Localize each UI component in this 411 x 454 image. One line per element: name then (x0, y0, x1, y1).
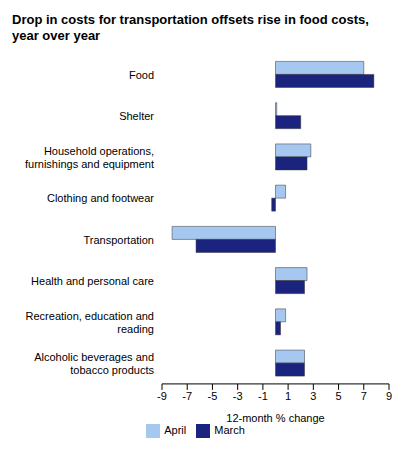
svg-text:9: 9 (386, 390, 392, 402)
svg-text:12-month % change: 12-month % change (226, 412, 324, 424)
svg-text:Transportation: Transportation (83, 234, 154, 246)
html-text:March: March (214, 423, 245, 436)
svg-text:5: 5 (335, 390, 341, 402)
svg-text:-1: -1 (258, 390, 268, 402)
svg-text:Health and personal care: Health and personal care (31, 275, 154, 287)
svg-text:3: 3 (310, 390, 316, 402)
html-text:April: April (164, 423, 187, 436)
svg-text:Recreation, education andreadi: Recreation, education andreading (26, 310, 154, 335)
svg-text:Household operations,furnishin: Household operations,furnishings and equ… (25, 145, 154, 170)
svg-text:Shelter: Shelter (119, 110, 154, 122)
svg-text:7: 7 (361, 390, 367, 402)
svg-text:Food: Food (129, 69, 154, 81)
svg-text:Clothing and footwear: Clothing and footwear (47, 192, 154, 204)
svg-text:1: 1 (285, 390, 291, 402)
html-text:Drop in costs for transportati: Drop in costs for transportation offsets… (12, 12, 369, 43)
svg-text:Alcoholic beverages andtobacco: Alcoholic beverages andtobacco products (34, 351, 154, 376)
svg-text:-5: -5 (208, 390, 218, 402)
svg-text:-9: -9 (157, 390, 167, 402)
svg-text:-3: -3 (233, 390, 243, 402)
svg-text:-7: -7 (182, 390, 192, 402)
